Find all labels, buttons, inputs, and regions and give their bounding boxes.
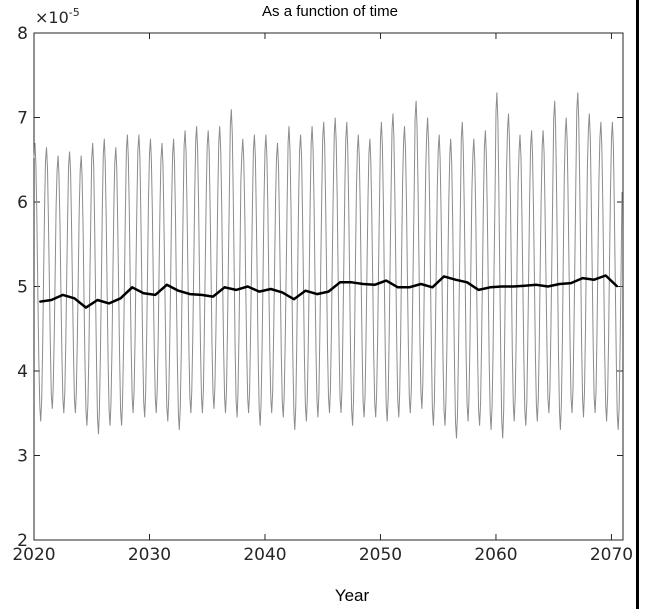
y-tick-label: 2	[17, 531, 28, 551]
annual-mean-point	[570, 282, 572, 284]
monthly-series-line	[33, 92, 623, 439]
annual-mean-point	[142, 292, 145, 295]
annual-mean-point	[316, 293, 318, 295]
annual-mean-point	[362, 283, 364, 285]
y-multiplier-exponent: -5	[69, 6, 80, 19]
annual-mean-point	[350, 281, 353, 284]
x-axis-label: Year	[335, 586, 370, 605]
monthly-series	[33, 92, 623, 439]
annual-mean-point	[454, 278, 457, 281]
chart-title: As a function of time	[262, 3, 398, 20]
x-tick-label: 2050	[359, 545, 402, 565]
y-multiplier-base: ×10	[35, 8, 69, 27]
annual-mean-point	[593, 278, 595, 281]
annual-mean-point	[258, 290, 261, 293]
annual-mean-point	[189, 293, 191, 295]
annual-mean-point	[73, 297, 76, 300]
annual-mean-point	[223, 286, 226, 289]
annual-mean-point	[246, 285, 249, 288]
x-tick-label: 2030	[128, 545, 171, 565]
y-tick-label: 6	[17, 193, 28, 213]
annual-mean-points	[39, 274, 618, 309]
annual-mean-point	[85, 306, 87, 309]
annual-mean-point	[466, 281, 468, 284]
annual-mean-point	[512, 285, 515, 288]
annual-mean-point	[616, 285, 618, 288]
annual-mean-point	[108, 302, 110, 305]
y-tick-label: 4	[17, 362, 28, 382]
ticks	[33, 32, 623, 541]
annual-mean-point	[489, 286, 492, 289]
annual-mean-point	[235, 289, 237, 291]
x-tick-label: 2070	[590, 545, 633, 565]
x-tick-labels: 2020 2030 2040 2050 2060 2070	[12, 545, 633, 565]
panel-border	[636, 0, 639, 609]
annual-mean-point	[131, 286, 133, 289]
y-multiplier: ×10-5	[35, 6, 80, 27]
annual-mean-point	[408, 286, 411, 289]
annual-mean-point	[166, 284, 168, 286]
annual-mean-point	[558, 283, 561, 285]
annual-mean-point	[535, 284, 538, 286]
y-tick-label: 8	[17, 24, 28, 44]
annual-mean-point	[39, 300, 41, 303]
annual-mean-point	[373, 284, 376, 286]
annual-mean-point	[281, 291, 284, 294]
annual-mean-point	[604, 274, 607, 277]
annual-mean-point	[50, 299, 53, 301]
annual-mean-point	[385, 279, 388, 282]
annual-mean-point	[581, 277, 584, 279]
annual-mean-point	[270, 288, 272, 290]
annual-mean-point	[524, 284, 526, 287]
y-tick-label: 7	[17, 109, 28, 129]
annual-mean-point	[62, 294, 64, 296]
annual-mean-point	[327, 290, 330, 293]
annual-mean-point	[500, 285, 503, 288]
annual-mean-point	[293, 298, 295, 301]
annual-mean-point	[420, 283, 422, 285]
annual-mean-point	[200, 294, 203, 296]
annual-mean-point	[397, 286, 399, 289]
annual-mean-point	[339, 281, 341, 284]
annual-mean-point	[547, 285, 549, 288]
annual-mean-point	[154, 294, 157, 296]
annual-mean-point	[96, 299, 99, 301]
annual-mean-point	[119, 297, 122, 300]
x-tick-label: 2040	[243, 545, 286, 565]
x-tick-label: 2020	[12, 545, 55, 565]
y-tick-label: 5	[17, 278, 28, 298]
annual-mean-point	[431, 286, 434, 289]
annual-mean-point	[304, 289, 307, 292]
annual-mean-point	[477, 289, 480, 291]
annual-mean-point	[212, 295, 214, 298]
annual-mean-point	[177, 289, 180, 292]
y-tick-label: 3	[17, 447, 28, 467]
annual-mean-point	[443, 275, 445, 278]
x-tick-label: 2060	[474, 545, 517, 565]
y-tick-labels: 2 3 4 5 6 7 8	[17, 24, 28, 551]
